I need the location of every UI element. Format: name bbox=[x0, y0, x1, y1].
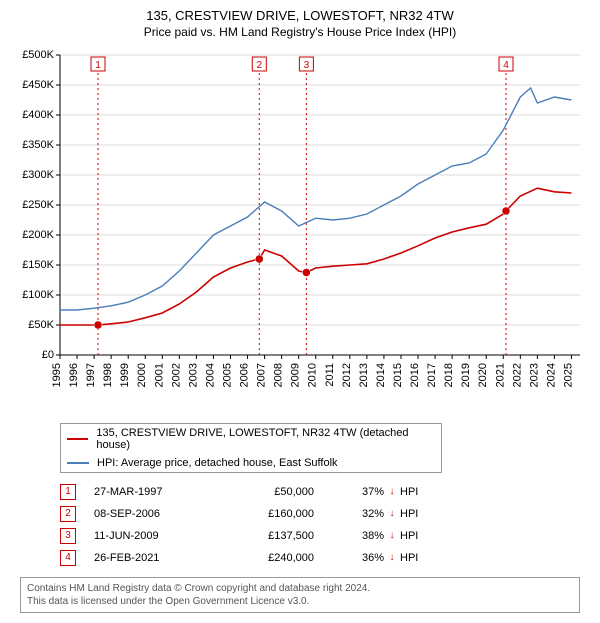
down-arrow-icon: ↓ bbox=[384, 530, 400, 541]
svg-text:2025: 2025 bbox=[562, 363, 574, 387]
legend-label-property: 135, CRESTVIEW DRIVE, LOWESTOFT, NR32 4T… bbox=[96, 427, 435, 451]
svg-text:2019: 2019 bbox=[460, 363, 472, 387]
sale-date: 08-SEP-2006 bbox=[94, 508, 224, 520]
svg-text:2007: 2007 bbox=[256, 363, 268, 387]
sale-ref: HPI bbox=[400, 486, 430, 498]
sale-price: £240,000 bbox=[224, 552, 314, 564]
svg-text:£250K: £250K bbox=[22, 199, 54, 211]
sale-row: 3 11-JUN-2009£137,500 38%↓HPI bbox=[60, 525, 590, 547]
sale-marker-icon: 2 bbox=[60, 506, 76, 522]
svg-text:2010: 2010 bbox=[307, 363, 319, 387]
chart-title: 135, CRESTVIEW DRIVE, LOWESTOFT, NR32 4T… bbox=[10, 8, 590, 25]
sale-marker-icon: 3 bbox=[60, 528, 76, 544]
sale-ref: HPI bbox=[400, 530, 430, 542]
sale-price: £160,000 bbox=[224, 508, 314, 520]
legend-item-property: 135, CRESTVIEW DRIVE, LOWESTOFT, NR32 4T… bbox=[61, 424, 441, 454]
sale-pct: 36% bbox=[324, 552, 384, 564]
svg-text:2000: 2000 bbox=[136, 363, 148, 387]
sale-marker-icon: 4 bbox=[60, 550, 76, 566]
svg-text:2004: 2004 bbox=[204, 363, 216, 387]
svg-text:2011: 2011 bbox=[324, 363, 336, 387]
svg-text:£300K: £300K bbox=[22, 169, 54, 181]
svg-text:1999: 1999 bbox=[119, 363, 131, 387]
svg-text:2023: 2023 bbox=[528, 363, 540, 387]
sale-price: £50,000 bbox=[224, 486, 314, 498]
svg-text:2014: 2014 bbox=[375, 363, 387, 387]
chart-container: { "title": "135, CRESTVIEW DRIVE, LOWEST… bbox=[0, 0, 600, 623]
svg-text:2018: 2018 bbox=[443, 363, 455, 387]
svg-text:1: 1 bbox=[95, 60, 101, 71]
legend-swatch-property bbox=[67, 438, 88, 440]
svg-text:2012: 2012 bbox=[341, 363, 353, 387]
sale-date: 27-MAR-1997 bbox=[94, 486, 224, 498]
legend-label-hpi: HPI: Average price, detached house, East… bbox=[97, 457, 338, 469]
down-arrow-icon: ↓ bbox=[384, 486, 400, 497]
attribution: Contains HM Land Registry data © Crown c… bbox=[20, 577, 580, 613]
legend: 135, CRESTVIEW DRIVE, LOWESTOFT, NR32 4T… bbox=[60, 423, 442, 473]
attribution-line2: This data is licensed under the Open Gov… bbox=[27, 595, 573, 608]
svg-text:2002: 2002 bbox=[170, 363, 182, 387]
svg-text:3: 3 bbox=[304, 60, 310, 71]
sale-date: 26-FEB-2021 bbox=[94, 552, 224, 564]
sale-row: 2 08-SEP-2006£160,000 32%↓HPI bbox=[60, 503, 590, 525]
svg-text:£50K: £50K bbox=[28, 319, 54, 331]
svg-text:2008: 2008 bbox=[273, 363, 285, 387]
svg-text:£500K: £500K bbox=[22, 49, 54, 61]
svg-text:£0: £0 bbox=[42, 349, 54, 361]
svg-text:2015: 2015 bbox=[392, 363, 404, 387]
sales-table: 127-MAR-1997£50,00037%↓HPI208-SEP-2006£1… bbox=[60, 481, 590, 569]
down-arrow-icon: ↓ bbox=[384, 552, 400, 563]
svg-text:£150K: £150K bbox=[22, 259, 54, 271]
svg-text:2024: 2024 bbox=[545, 363, 557, 387]
svg-text:1997: 1997 bbox=[85, 363, 97, 387]
svg-text:1996: 1996 bbox=[68, 363, 80, 387]
sale-row: 1 27-MAR-1997£50,000 37%↓HPI bbox=[60, 481, 590, 503]
sale-row: 4 26-FEB-2021£240,000 36%↓HPI bbox=[60, 547, 590, 569]
svg-text:2021: 2021 bbox=[494, 363, 506, 387]
svg-text:2017: 2017 bbox=[426, 363, 438, 387]
svg-text:2005: 2005 bbox=[221, 363, 233, 387]
chart-svg: £0 £50K £100K £150K £200K £250K £300K £350K £400… bbox=[10, 45, 590, 415]
sale-date: 11-JUN-2009 bbox=[94, 530, 224, 542]
svg-text:2016: 2016 bbox=[409, 363, 421, 387]
svg-text:£200K: £200K bbox=[22, 229, 54, 241]
svg-text:£100K: £100K bbox=[22, 289, 54, 301]
svg-text:1995: 1995 bbox=[51, 363, 63, 387]
sale-marker-icon: 1 bbox=[60, 484, 76, 500]
sale-ref: HPI bbox=[400, 552, 430, 564]
sale-pct: 38% bbox=[324, 530, 384, 542]
chart-subtitle: Price paid vs. HM Land Registry's House … bbox=[10, 25, 590, 39]
legend-swatch-hpi bbox=[67, 462, 89, 464]
svg-text:2022: 2022 bbox=[511, 363, 523, 387]
svg-text:£450K: £450K bbox=[22, 79, 54, 91]
sale-pct: 37% bbox=[324, 486, 384, 498]
svg-text:£350K: £350K bbox=[22, 139, 54, 151]
chart-plot: £0 £50K £100K £150K £200K £250K £300K £350K £400… bbox=[10, 45, 590, 415]
sale-pct: 32% bbox=[324, 508, 384, 520]
sale-ref: HPI bbox=[400, 508, 430, 520]
attribution-line1: Contains HM Land Registry data © Crown c… bbox=[27, 582, 573, 595]
svg-text:2013: 2013 bbox=[358, 363, 370, 387]
svg-text:2009: 2009 bbox=[290, 363, 302, 387]
svg-text:2001: 2001 bbox=[153, 363, 165, 387]
svg-text:£400K: £400K bbox=[22, 109, 54, 121]
legend-item-hpi: HPI: Average price, detached house, East… bbox=[61, 454, 441, 472]
svg-text:4: 4 bbox=[503, 60, 509, 71]
svg-text:2: 2 bbox=[257, 60, 263, 71]
svg-text:2006: 2006 bbox=[239, 363, 251, 387]
svg-text:1998: 1998 bbox=[102, 363, 114, 387]
down-arrow-icon: ↓ bbox=[384, 508, 400, 519]
svg-text:2020: 2020 bbox=[477, 363, 489, 387]
sale-price: £137,500 bbox=[224, 530, 314, 542]
svg-text:2003: 2003 bbox=[187, 363, 199, 387]
